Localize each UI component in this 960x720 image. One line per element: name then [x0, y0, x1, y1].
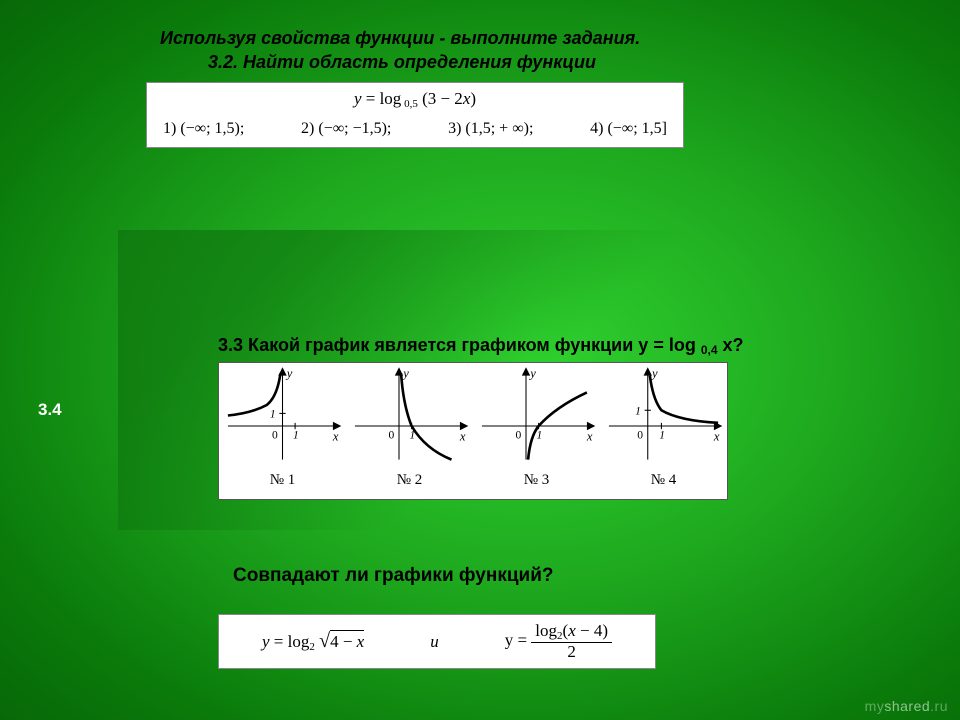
svg-text:0: 0 — [389, 430, 395, 442]
option-3: 3) (1,5; + ∞); — [448, 120, 533, 138]
graph-3-label: № 3 — [473, 472, 600, 489]
watermark: myshared.ru — [865, 698, 948, 714]
graph-4-label: № 4 — [600, 472, 727, 489]
formula-right: y = log2(x − 4)2 — [505, 622, 612, 661]
svg-text:1: 1 — [635, 405, 641, 417]
svg-text:0: 0 — [272, 430, 278, 442]
q33-sub: 0,4 — [701, 343, 718, 357]
task-3-4-question: Совпадают ли графики функций? — [233, 565, 553, 587]
graph-3: y x 0 1 № 3 — [473, 363, 600, 499]
task-3-2-options: 1) (−∞; 1,5); 2) (−∞; −1,5); 3) (1,5; + … — [159, 120, 671, 138]
title-block: Используя свойства функции - выполните з… — [160, 26, 640, 75]
title-line1: Используя свойства функции - выполните з… — [160, 26, 640, 50]
svg-text:1: 1 — [537, 430, 543, 442]
graph-1-label: № 1 — [219, 472, 346, 489]
option-4: 4) (−∞; 1,5] — [590, 120, 667, 138]
svg-text:x: x — [586, 430, 593, 444]
title-line2: 3.2. Найти область определения функции — [160, 50, 640, 74]
graph-4: y x 0 1 1 № 4 — [600, 363, 727, 499]
wm-ru: .ru — [930, 698, 948, 714]
svg-text:0: 0 — [637, 430, 643, 442]
task-3-4-box: y = log2 √4 − x u y = log2(x − 4)2 — [218, 614, 656, 669]
svg-text:y: y — [285, 367, 293, 381]
option-2: 2) (−∞; −1,5); — [301, 120, 391, 138]
slide: Используя свойства функции - выполните з… — [0, 0, 960, 720]
label-3-4: 3.4 — [38, 400, 62, 420]
svg-text:1: 1 — [293, 430, 299, 442]
graph-2-label: № 2 — [346, 472, 473, 489]
task-3-3-prompt: 3.3 Какой график является графиком функц… — [218, 335, 744, 357]
svg-text:x: x — [332, 430, 339, 444]
svg-text:x: x — [459, 430, 466, 444]
formula-left: y = log2 √4 − x — [262, 630, 364, 653]
task-3-2-formula: y = log 0,5 (3 − 2x) — [159, 89, 671, 110]
wm-my: my — [865, 698, 885, 714]
svg-text:1: 1 — [659, 430, 665, 442]
graph-1: y x 0 1 1 № 1 — [219, 363, 346, 499]
svg-text:x: x — [713, 430, 720, 444]
formula-middle: u — [430, 632, 439, 652]
svg-text:1: 1 — [270, 409, 276, 421]
q33-prefix: 3.3 Какой график является графиком функц… — [218, 335, 701, 355]
q33-suffix: x? — [718, 335, 744, 355]
option-1: 1) (−∞; 1,5); — [163, 120, 244, 138]
svg-text:y: y — [528, 367, 536, 381]
wm-shared: shared — [884, 698, 930, 714]
svg-text:0: 0 — [516, 430, 522, 442]
task-3-2-box: y = log 0,5 (3 − 2x) 1) (−∞; 1,5); 2) (−… — [146, 82, 684, 148]
graphs-panel: y x 0 1 1 № 1 y — [218, 362, 728, 500]
graph-2: y x 0 1 № 2 — [346, 363, 473, 499]
